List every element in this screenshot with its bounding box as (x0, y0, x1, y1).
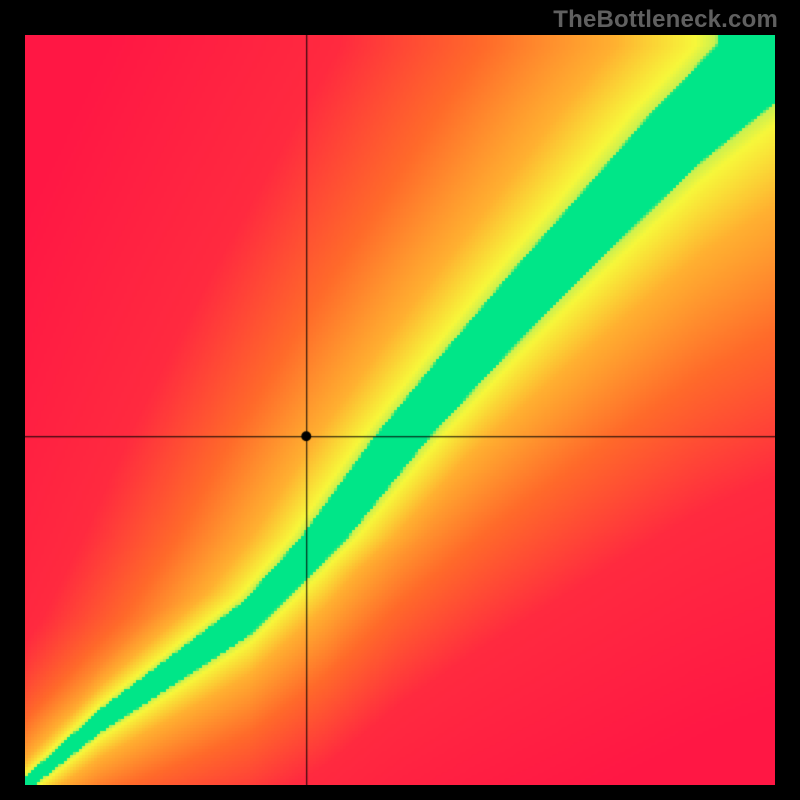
heatmap-canvas (25, 35, 775, 785)
watermark-text: TheBottleneck.com (553, 6, 778, 34)
heatmap-plot (25, 35, 775, 785)
